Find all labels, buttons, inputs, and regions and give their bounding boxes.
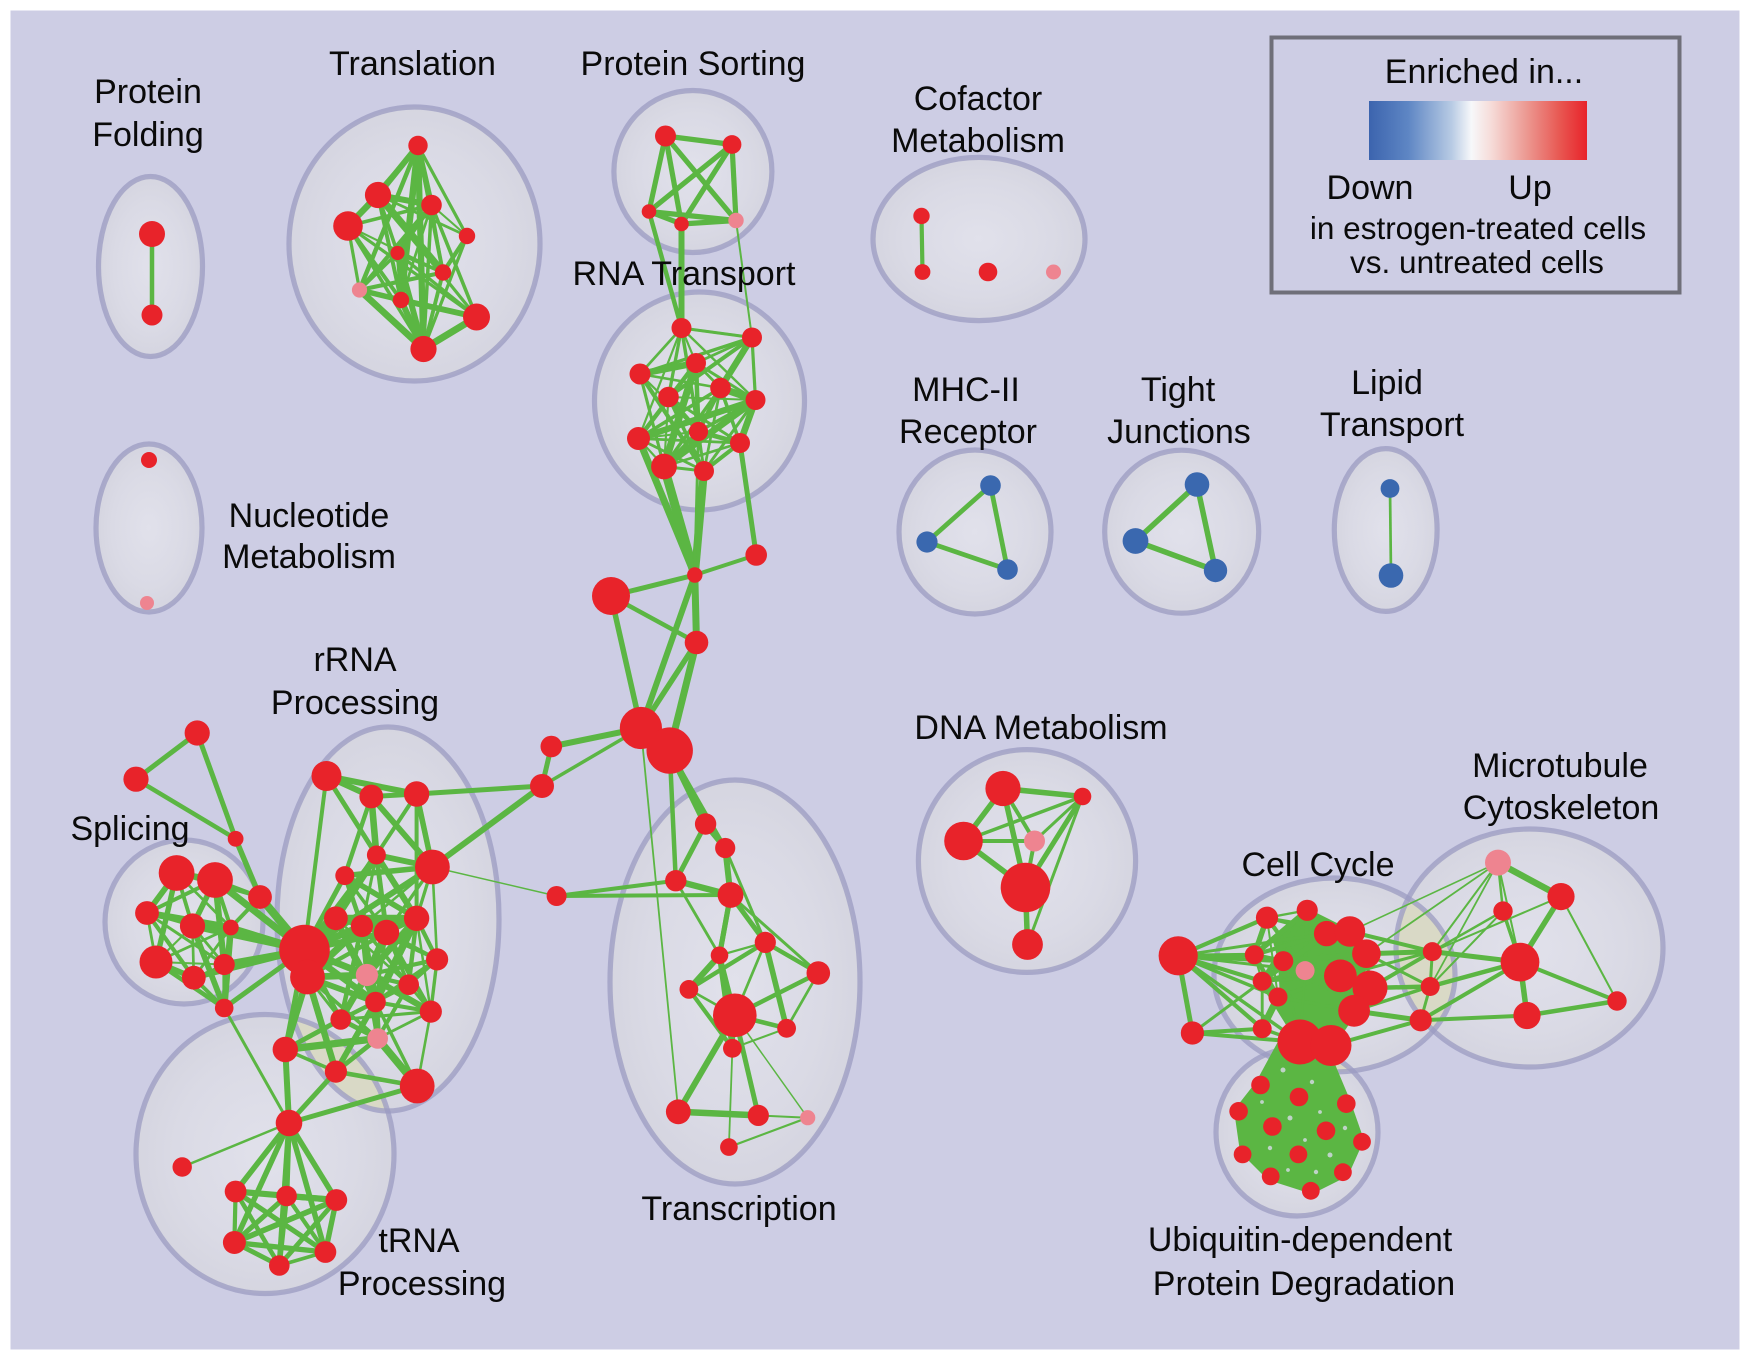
- svg-text:Cell Cycle: Cell Cycle: [1241, 846, 1394, 884]
- svg-text:Processing: Processing: [271, 684, 439, 722]
- svg-text:Up: Up: [1508, 169, 1551, 207]
- svg-text:Protein Sorting: Protein Sorting: [581, 45, 806, 83]
- svg-text:Microtubule: Microtubule: [1472, 747, 1648, 785]
- svg-text:vs. untreated cells: vs. untreated cells: [1350, 244, 1604, 280]
- svg-text:RNA Transport: RNA Transport: [573, 255, 797, 293]
- svg-text:Enriched in...: Enriched in...: [1385, 53, 1583, 91]
- svg-text:Tight: Tight: [1141, 371, 1216, 409]
- svg-text:Metabolism: Metabolism: [222, 538, 396, 576]
- svg-text:Junctions: Junctions: [1107, 413, 1251, 451]
- svg-text:rRNA: rRNA: [313, 641, 396, 679]
- svg-text:Cytoskeleton: Cytoskeleton: [1463, 789, 1660, 827]
- svg-text:Nucleotide: Nucleotide: [229, 497, 390, 535]
- svg-text:tRNA: tRNA: [378, 1222, 460, 1260]
- svg-text:Metabolism: Metabolism: [891, 122, 1065, 160]
- svg-text:Processing: Processing: [338, 1265, 506, 1303]
- svg-text:Protein: Protein: [94, 73, 202, 111]
- svg-text:MHC-II: MHC-II: [912, 371, 1020, 409]
- svg-text:Protein Degradation: Protein Degradation: [1153, 1265, 1455, 1303]
- svg-text:Lipid: Lipid: [1351, 364, 1423, 402]
- svg-text:Translation: Translation: [329, 45, 496, 83]
- svg-text:Down: Down: [1327, 169, 1414, 207]
- svg-text:DNA Metabolism: DNA Metabolism: [914, 709, 1167, 747]
- svg-text:Splicing: Splicing: [70, 810, 189, 848]
- svg-text:Receptor: Receptor: [899, 413, 1037, 451]
- svg-text:Transport: Transport: [1320, 406, 1465, 444]
- svg-text:Ubiquitin-dependent: Ubiquitin-dependent: [1148, 1221, 1453, 1259]
- svg-text:Cofactor: Cofactor: [914, 80, 1043, 118]
- svg-text:Folding: Folding: [92, 116, 204, 154]
- svg-text:Transcription: Transcription: [641, 1190, 836, 1228]
- svg-text:in estrogen-treated cells: in estrogen-treated cells: [1310, 210, 1646, 246]
